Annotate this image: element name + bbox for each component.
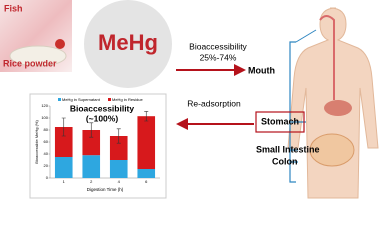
intake-label: Bioaccessibility xyxy=(189,41,247,51)
bar xyxy=(82,130,101,156)
rice-bowl xyxy=(9,45,67,67)
chart: 0 20 40 60 80 100 120 Bioaccessible MeHg (%) Dig… xyxy=(34,97,160,192)
legend-swatch xyxy=(108,98,111,101)
y-tick-label: 20 xyxy=(44,163,49,168)
error-bar xyxy=(89,122,94,138)
bar xyxy=(109,136,128,160)
y-axis-label: Bioaccessible MeHg (%) xyxy=(34,120,39,164)
x-tick-label: 4 xyxy=(118,179,121,184)
y-tick-label: 100 xyxy=(41,115,48,120)
legend-label: MeHg in Residue xyxy=(112,97,143,102)
small-intestine-label: Small Intestine xyxy=(256,144,320,154)
x-axis-label: Digestion Time (h) xyxy=(87,187,124,192)
intake-label: 25%-74% xyxy=(200,52,237,62)
berry xyxy=(55,39,65,49)
y-tick-label: 60 xyxy=(44,139,49,144)
bar xyxy=(137,169,156,178)
bar xyxy=(54,127,73,157)
pointer xyxy=(295,29,317,43)
y-tick-label: 80 xyxy=(44,127,49,132)
bar xyxy=(137,116,156,169)
annotation: (~100%) xyxy=(86,113,119,123)
error-bar xyxy=(116,128,121,144)
y-tick-label: 0 xyxy=(46,175,49,180)
x-tick-label: 2 xyxy=(90,179,93,184)
y-tick-label: 40 xyxy=(44,151,49,156)
mouth-label: Mouth xyxy=(248,65,275,75)
compound: MeHg xyxy=(98,30,158,55)
y-tick-label: 120 xyxy=(41,103,48,108)
bar xyxy=(109,160,128,178)
x-tick-label: 6 xyxy=(145,179,148,184)
graphical-abstract: Fish Rice powder MeHg Bioaccessibility 2… xyxy=(0,0,379,199)
legend-label: MeHg in Supernatant xyxy=(62,97,101,102)
bar xyxy=(82,155,101,178)
fish-label: Fish xyxy=(4,3,23,13)
stomach xyxy=(324,100,352,116)
rice-label: Rice powder xyxy=(3,58,57,68)
stomach-label: Stomach xyxy=(261,116,299,126)
x-tick-label: 1 xyxy=(63,179,66,184)
colon-label: Colon xyxy=(272,156,298,166)
legend-swatch xyxy=(58,98,61,101)
readsorption-label: Re-adsorption xyxy=(187,98,241,108)
annotation: Bioaccessibility xyxy=(70,103,135,113)
error-bar xyxy=(61,117,66,137)
compound-circle xyxy=(84,0,172,88)
esophagus xyxy=(319,15,335,100)
error-bar xyxy=(144,111,149,122)
bar xyxy=(54,157,73,178)
intestine xyxy=(309,133,355,167)
stomach-box xyxy=(255,111,305,133)
